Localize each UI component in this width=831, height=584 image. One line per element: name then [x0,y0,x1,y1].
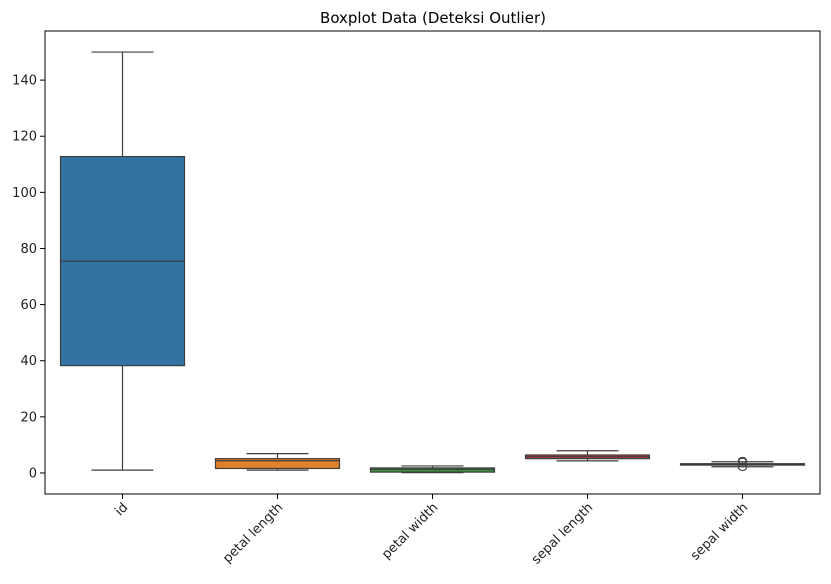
x-tick-label: sepal width [688,500,751,563]
y-tick-label: 20 [20,410,37,425]
y-tick-label: 0 [29,466,37,481]
y-tick-label: 80 [20,242,37,257]
y-tick-label: 100 [12,186,37,201]
x-tick-label: id [112,500,131,519]
x-tick-label: petal length [220,500,286,566]
outlier-point [737,456,748,465]
y-tick-label: 140 [12,74,37,89]
box-petal-length [214,458,341,470]
chart-title: Boxplot Data (Deteksi Outlier) [320,9,546,27]
y-tick-label: 60 [20,298,37,313]
box-petal-width [369,467,496,473]
x-tick-label: sepal length [529,500,596,567]
y-tick-label: 40 [20,354,37,369]
plot-frame [44,30,821,495]
y-tick-label: 120 [12,130,37,145]
plot-area: 0 20 40 60 80 100 120 140 id petal length petal wi… [12,51,806,568]
x-tick-label: petal width [379,500,441,562]
